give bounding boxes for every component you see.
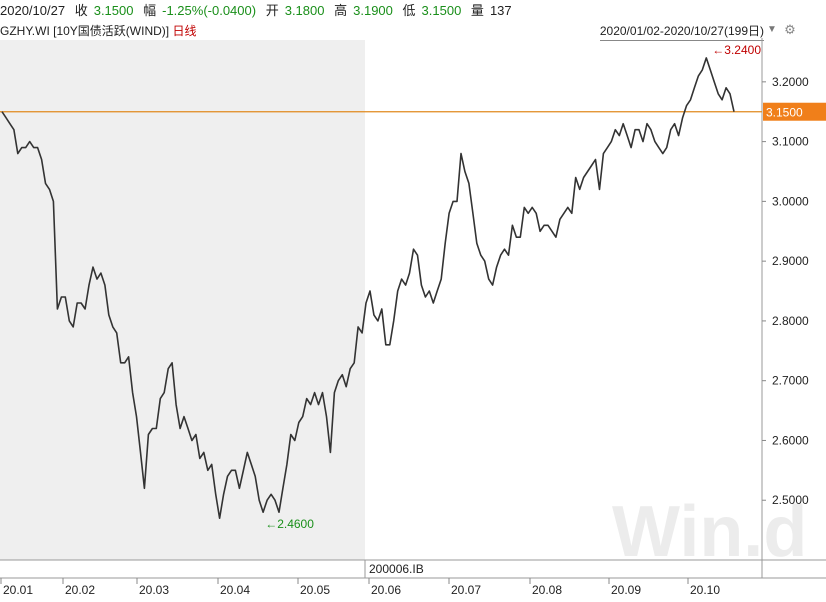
gear-icon[interactable]: ⚙ (784, 22, 796, 37)
series-name[interactable]: GZHY.WI (0, 24, 50, 38)
x-tick-label: 20.09 (611, 583, 641, 597)
close-value: 3.1500 (93, 3, 134, 18)
shaded-contract-region (0, 40, 365, 560)
series-desc: [10Y国债活跃(WIND)] (53, 24, 170, 38)
change-label: 幅 (143, 3, 157, 18)
change-value: -1.25%(-0.0400) (162, 3, 257, 18)
x-tick-label: 20.07 (451, 583, 481, 597)
price-chart: Win.d 2.5000 2.6000 2.7000 2.8000 2.9000 3.00… (0, 38, 826, 597)
x-tick-label: 20.10 (690, 583, 720, 597)
x-tick-label: 20.02 (65, 583, 95, 597)
price-series-line (1, 57, 735, 519)
y-tick-label: 2.8000 (772, 314, 809, 328)
open-label: 开 (265, 3, 279, 18)
y-tick-label: 3.1000 (772, 135, 809, 149)
x-tick-label: 20.04 (220, 583, 250, 597)
low-label: 低 (402, 3, 416, 18)
y-tick-label: 2.6000 (772, 433, 809, 447)
high-value: 3.1900 (353, 3, 393, 18)
period-label[interactable]: 日线 (172, 24, 197, 38)
quote-header: 2020/10/27 收 3.1500 幅 -1.25%(-0.0400) 开 3.1… (0, 0, 826, 22)
min-value-label: ←2.4600 (265, 517, 314, 531)
x-tick-label: 20.05 (300, 583, 330, 597)
volume-label: 量 (470, 3, 484, 18)
date-range-selector[interactable]: 2020/01/02-2020/10/27(199日) (599, 22, 764, 41)
close-label: 收 (74, 3, 88, 18)
quote-date: 2020/10/27 (0, 3, 66, 18)
max-value-label: ←3.2400 (712, 43, 761, 57)
y-tick-label: 3.2000 (772, 75, 809, 89)
x-tick-label: 20.06 (371, 583, 401, 597)
open-value: 3.1800 (284, 3, 325, 18)
y-tick-label: 2.5000 (772, 493, 809, 507)
watermark-text: Win.d (612, 492, 807, 572)
low-value: 3.1500 (421, 3, 462, 18)
chevron-down-icon[interactable]: ▼ (767, 24, 777, 35)
x-tick-label: 20.03 (139, 583, 169, 597)
y-tick-label: 2.7000 (772, 374, 809, 388)
contract-label: 200006.IB (369, 562, 424, 576)
current-price-tag (763, 102, 826, 121)
high-label: 高 (334, 3, 348, 18)
volume-value: 137 (489, 3, 512, 18)
x-tick-label: 20.08 (532, 583, 562, 597)
x-tick-label: 20.01 (3, 583, 33, 597)
series-info-bar: GZHY.WI [10Y国债活跃(WIND)] 日线 (0, 22, 826, 40)
current-price-label: 3.1500 (766, 106, 803, 120)
y-tick-label: 3.0000 (772, 194, 809, 208)
y-tick-label: 2.9000 (772, 254, 809, 268)
